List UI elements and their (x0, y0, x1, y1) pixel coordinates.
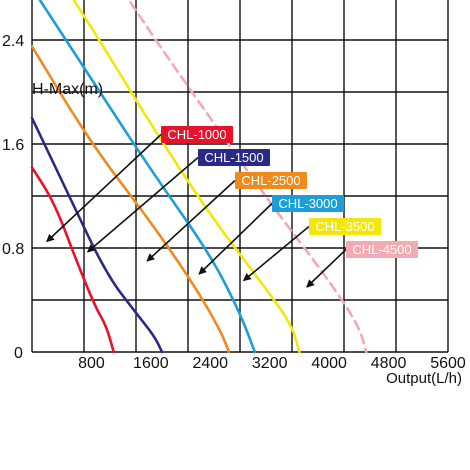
series-label-box-chl-4500 (346, 241, 418, 258)
series-label-box-chl-3000 (272, 195, 344, 212)
series-label-chl-3500: CHL-3500 (315, 219, 374, 234)
arrows (46, 133, 347, 288)
x-tick-label: 5600 (430, 355, 466, 372)
series-pointer-arrow (146, 179, 236, 262)
series-curve-chl-4500 (127, 0, 368, 354)
series-pointer-arrow (198, 202, 273, 275)
series-label-chl-1500: CHL-1500 (204, 150, 263, 165)
y-tick-label: 0 (14, 345, 23, 362)
x-tick-label: 4000 (311, 355, 347, 372)
series-pointer-arrow (242, 225, 310, 282)
x-tick-label: 3200 (252, 355, 288, 372)
y-tick-label: 0.8 (2, 241, 24, 258)
series-label-box-chl-3500 (309, 218, 381, 235)
y-axis-title: H-Max(m) (32, 81, 103, 98)
series-label-box-chl-1000 (161, 126, 233, 143)
series-curve-chl-2500 (30, 45, 231, 354)
x-tick-label: 1600 (133, 355, 169, 372)
curves (30, 0, 368, 354)
series-curve-chl-3500 (72, 0, 301, 354)
x-tick-label: 2400 (192, 355, 228, 372)
tick-labels: 0.81.62.43.24.00800160024003200400048005… (2, 33, 466, 372)
series-curve-chl-3000 (38, 0, 257, 354)
series-curve-chl-1000 (30, 166, 116, 354)
series-label-chl-1000: CHL-1000 (167, 127, 226, 142)
series-pointer-arrow (306, 248, 347, 288)
series-label-chl-2500: CHL-2500 (241, 173, 300, 188)
series-label-box-chl-2500 (235, 172, 307, 189)
series-pointer-arrow (86, 156, 199, 253)
series-pointer-arrow (46, 133, 162, 243)
y-tick-label: 1.6 (2, 137, 24, 154)
series-label-box-chl-1500 (198, 149, 270, 166)
series-labels: CHL-1000 CHL-1500 CHL-2500 CHL-3000 CHL-3500… (161, 126, 418, 258)
series-curve-chl-1500 (30, 116, 164, 354)
x-axis-title: Output(L/h) (386, 370, 462, 387)
series-label-chl-3000: CHL-3000 (278, 196, 337, 211)
y-tick-label: 2.4 (2, 33, 24, 50)
x-tick-label: 4800 (371, 355, 407, 372)
series-label-chl-4500: CHL-4500 (352, 242, 411, 257)
x-tick-label: 800 (78, 355, 105, 372)
